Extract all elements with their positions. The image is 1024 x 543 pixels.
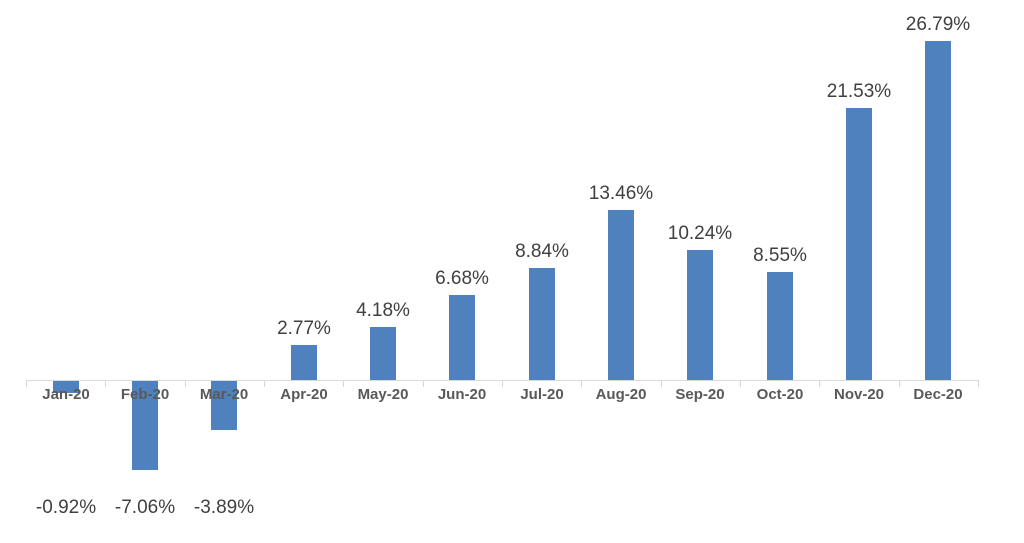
x-axis-tick	[502, 380, 503, 387]
x-axis-category-label: Jun-20	[437, 386, 487, 403]
x-axis-tick	[105, 380, 106, 387]
bar	[449, 295, 475, 380]
bar	[132, 381, 158, 470]
data-value-label: -3.89%	[193, 497, 255, 518]
bar	[291, 345, 317, 380]
x-axis-category-label: Sep-20	[675, 386, 725, 403]
x-axis-tick	[264, 380, 265, 387]
x-axis-category-label: Mar-20	[199, 386, 249, 403]
x-axis-tick	[26, 380, 27, 387]
x-axis-tick	[185, 380, 186, 387]
x-axis-tick	[819, 380, 820, 387]
data-value-label: 2.77%	[277, 318, 331, 339]
x-axis-category-label: Aug-20	[595, 386, 647, 403]
data-value-label: 21.53%	[826, 81, 892, 102]
bar	[925, 41, 951, 380]
data-value-label: 10.24%	[667, 223, 733, 244]
x-axis-category-label: Jan-20	[42, 386, 90, 403]
x-axis-tick	[661, 380, 662, 387]
data-value-label: -7.06%	[114, 497, 176, 518]
x-axis-category-label: May-20	[357, 386, 409, 403]
bar	[687, 250, 713, 380]
data-value-label: 8.55%	[753, 245, 807, 266]
bar	[53, 381, 79, 393]
bar	[608, 210, 634, 380]
bar	[370, 327, 396, 380]
x-axis-tick	[978, 380, 979, 387]
bar	[846, 108, 872, 380]
x-axis-category-label: Apr-20	[280, 386, 328, 403]
data-value-label: 26.79%	[905, 14, 971, 35]
data-value-label: -0.92%	[35, 497, 97, 518]
x-axis-category-label: Oct-20	[756, 386, 804, 403]
x-axis-category-label: Dec-20	[913, 386, 963, 403]
x-axis-tick	[899, 380, 900, 387]
data-value-label: 13.46%	[588, 183, 654, 204]
x-axis-category-label: Jul-20	[520, 386, 564, 403]
bar	[211, 381, 237, 430]
bar	[767, 272, 793, 380]
bar	[529, 268, 555, 380]
data-value-label: 4.18%	[356, 300, 410, 321]
x-axis-tick	[740, 380, 741, 387]
data-value-label: 6.68%	[435, 268, 489, 289]
x-axis-tick	[423, 380, 424, 387]
x-axis-tick	[343, 380, 344, 387]
x-axis-category-label: Nov-20	[833, 386, 885, 403]
data-value-label: 8.84%	[515, 241, 569, 262]
x-axis-category-label: Feb-20	[120, 386, 170, 403]
x-axis-tick	[581, 380, 582, 387]
